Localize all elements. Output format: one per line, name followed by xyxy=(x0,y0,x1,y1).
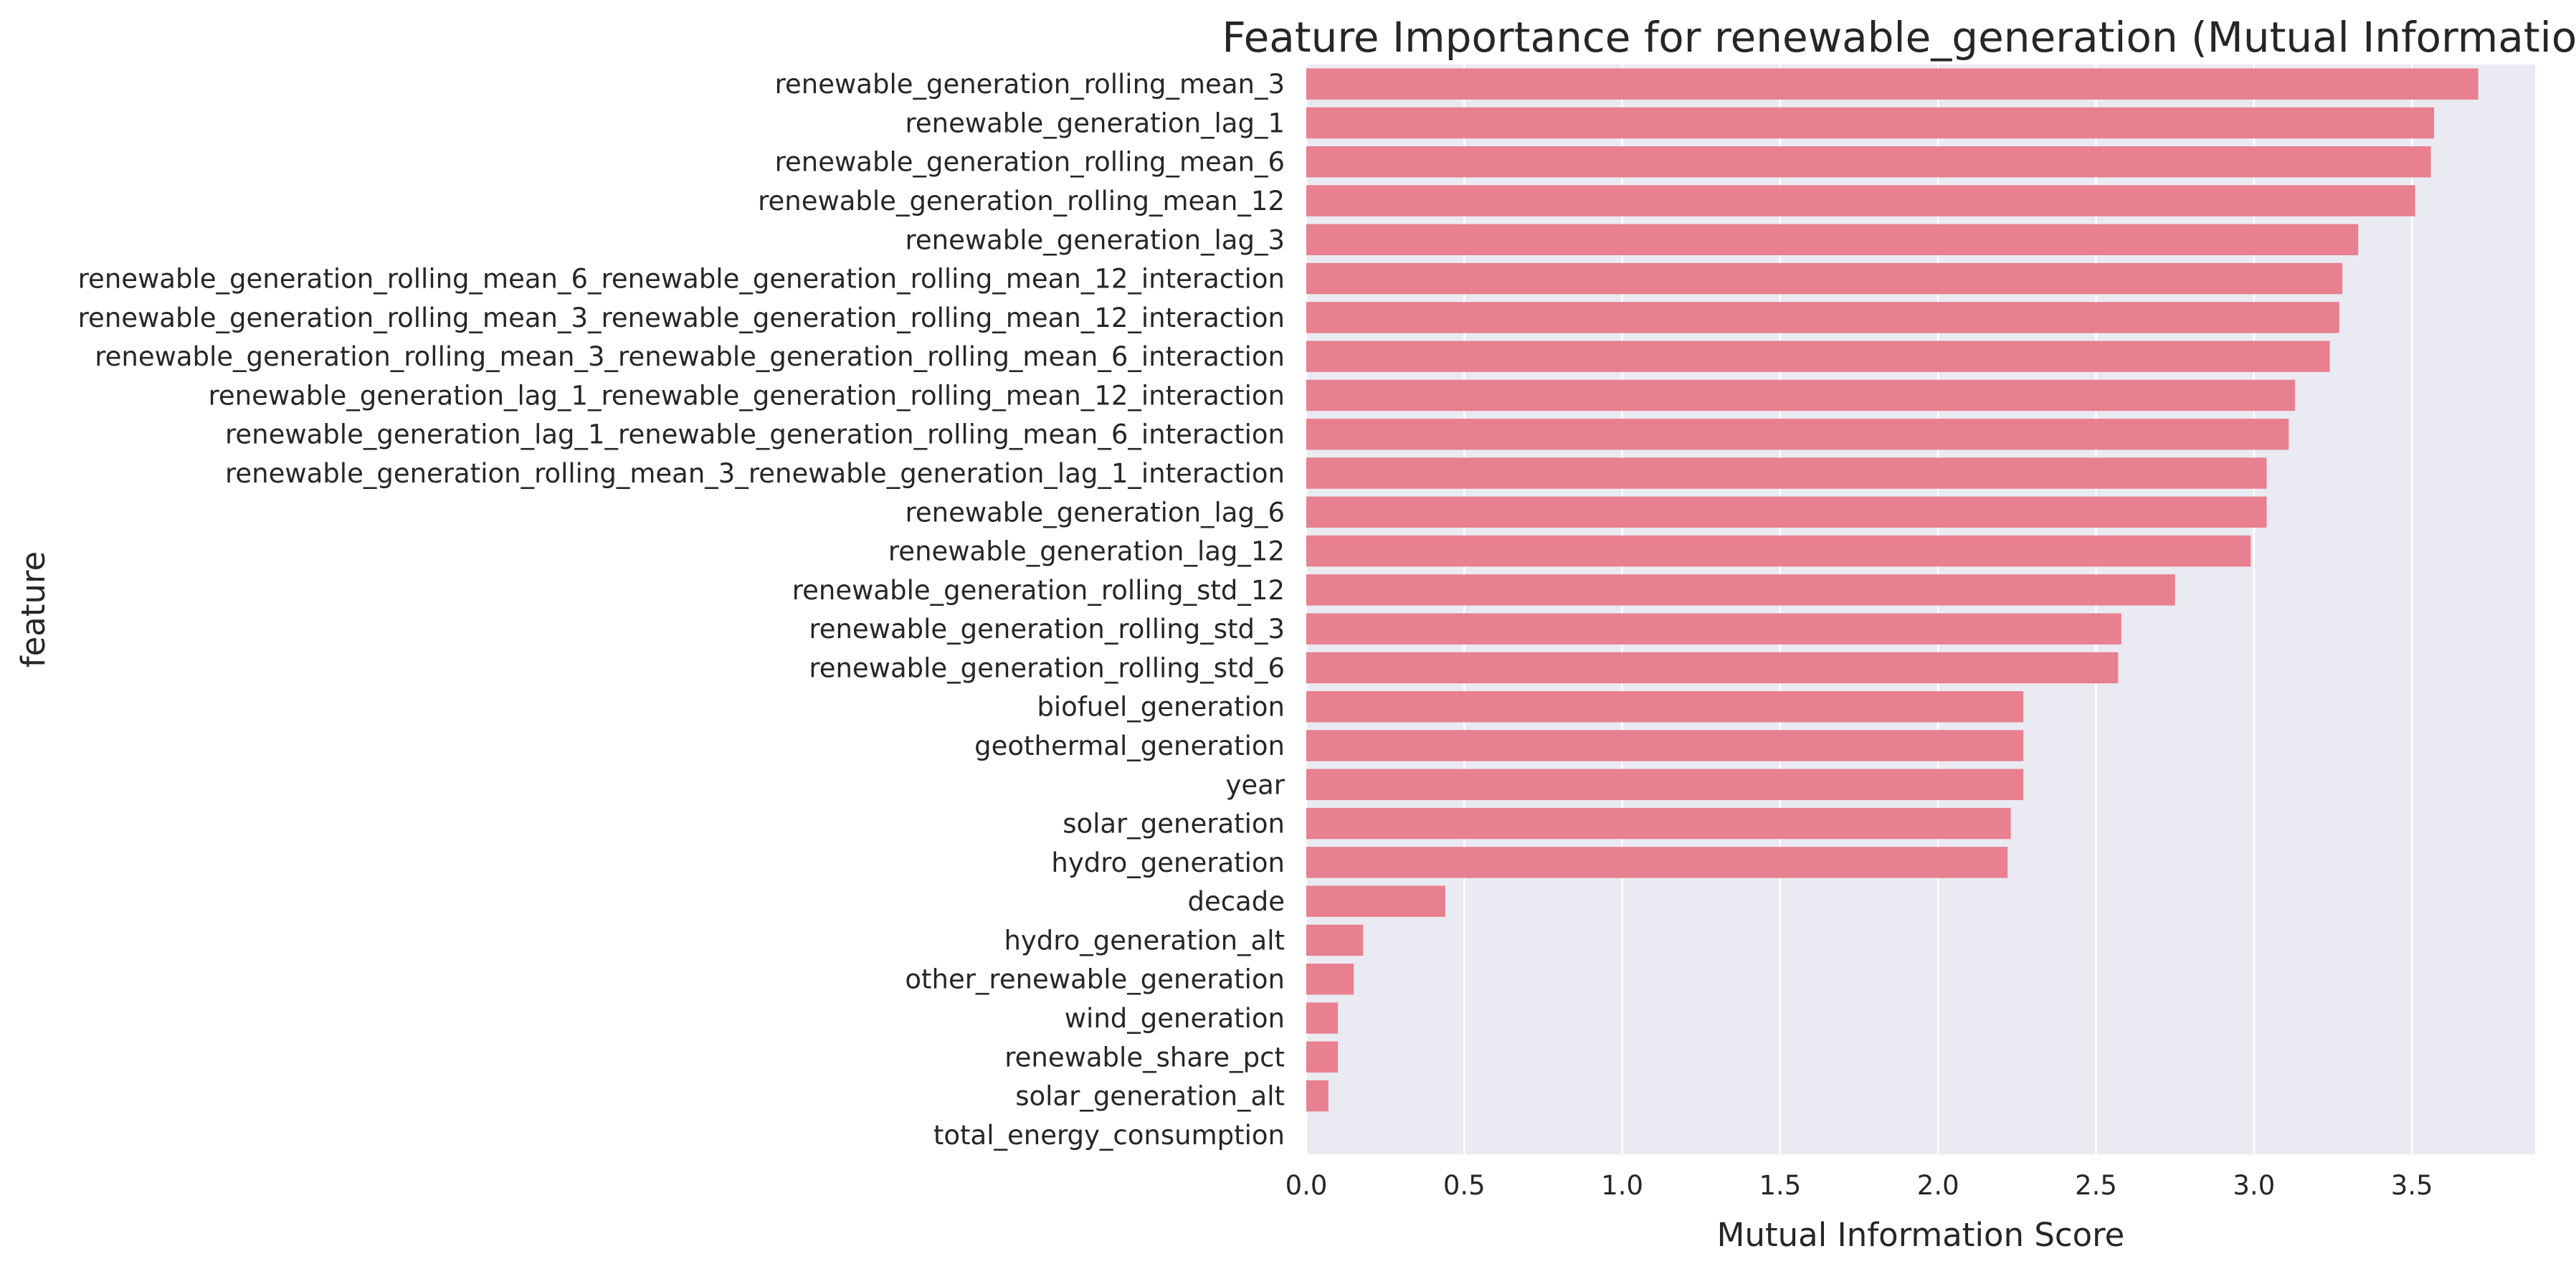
y-category-labels: renewable_generation_rolling_mean_3renew… xyxy=(78,69,1285,1151)
bar xyxy=(1306,457,2267,489)
y-category-label: decade xyxy=(1187,886,1285,917)
y-category-label: renewable_generation_rolling_mean_6_rene… xyxy=(78,264,1285,295)
x-tick-label: 3.5 xyxy=(2391,1170,2433,1201)
bar xyxy=(1306,302,2339,333)
y-category-label: renewable_generation_lag_1_renewable_gen… xyxy=(225,419,1285,450)
bar xyxy=(1306,1080,1329,1112)
bar xyxy=(1306,1041,1339,1073)
y-category-label: renewable_generation_lag_12 xyxy=(888,536,1285,567)
x-tick-label: 0.0 xyxy=(1285,1170,1328,1201)
bar xyxy=(1306,652,2119,684)
chart-title: Feature Importance for renewable_generat… xyxy=(1222,13,2576,62)
y-category-label: renewable_generation_rolling_mean_3_rene… xyxy=(95,341,1285,372)
y-category-label: wind_generation xyxy=(1065,1003,1285,1034)
y-category-label: renewable_generation_lag_1_renewable_gen… xyxy=(208,380,1285,411)
y-category-label: solar_generation xyxy=(1063,809,1285,840)
x-tick-label: 2.5 xyxy=(2075,1170,2117,1201)
bar xyxy=(1306,224,2359,255)
x-tick-label: 0.5 xyxy=(1443,1170,1486,1201)
x-tick-label: 1.5 xyxy=(1759,1170,1802,1201)
y-category-label: renewable_generation_rolling_mean_3 xyxy=(775,69,1285,100)
bar xyxy=(1306,341,2330,372)
bar xyxy=(1306,1002,1339,1034)
y-category-label: biofuel_generation xyxy=(1037,692,1285,723)
x-tick-labels: 0.0 0.5 1.0 1.5 2.0 2.5 3.0 3.5 xyxy=(1285,1170,2433,1201)
y-category-label: year xyxy=(1225,769,1285,800)
bar xyxy=(1306,146,2431,178)
bar xyxy=(1306,535,2251,567)
bar xyxy=(1306,691,2024,723)
bar xyxy=(1306,807,2011,840)
y-category-label: renewable_share_pct xyxy=(1004,1042,1285,1073)
y-category-label: hydro_generation xyxy=(1051,847,1285,878)
y-category-label: geothermal_generation xyxy=(974,731,1285,761)
y-category-label: renewable_generation_rolling_mean_6 xyxy=(775,147,1285,178)
bar xyxy=(1306,769,2024,800)
y-category-label: renewable_generation_rolling_mean_3_rene… xyxy=(78,303,1285,333)
bar xyxy=(1306,613,2121,645)
y-category-label: renewable_generation_rolling_mean_12 xyxy=(758,186,1285,217)
x-axis-label: Mutual Information Score xyxy=(1717,1216,2125,1254)
y-category-label: hydro_generation_alt xyxy=(1004,925,1285,956)
bar xyxy=(1306,574,2175,606)
bar xyxy=(1306,379,2296,412)
bar xyxy=(1306,885,1445,917)
bar xyxy=(1306,730,2024,761)
y-category-label: renewable_generation_lag_1 xyxy=(905,108,1285,138)
y-axis-label: feature xyxy=(14,551,52,667)
y-category-label: renewable_generation_rolling_std_3 xyxy=(809,614,1285,645)
y-category-label: renewable_generation_rolling_std_6 xyxy=(809,652,1285,683)
bar xyxy=(1306,262,2343,295)
y-category-label: total_energy_consumption xyxy=(933,1120,1285,1151)
y-category-label: other_renewable_generation xyxy=(905,964,1285,995)
bar xyxy=(1306,107,2435,139)
bar xyxy=(1306,496,2267,528)
bar xyxy=(1306,68,2478,100)
bar xyxy=(1306,924,1364,956)
bars xyxy=(1306,68,2478,1112)
x-tick-label: 1.0 xyxy=(1601,1170,1643,1201)
y-category-label: renewable_generation_lag_3 xyxy=(905,224,1285,255)
bar xyxy=(1306,964,1354,995)
bar xyxy=(1306,847,2008,878)
x-tick-label: 3.0 xyxy=(2233,1170,2275,1201)
x-tick-label: 2.0 xyxy=(1917,1170,1959,1201)
y-category-label: renewable_generation_rolling_mean_3_rene… xyxy=(225,458,1285,489)
bar xyxy=(1306,419,2289,450)
y-category-label: renewable_generation_rolling_std_12 xyxy=(792,575,1285,606)
y-category-label: renewable_generation_lag_6 xyxy=(905,497,1285,528)
bar xyxy=(1306,185,2415,217)
y-category-label: solar_generation_alt xyxy=(1015,1081,1285,1112)
